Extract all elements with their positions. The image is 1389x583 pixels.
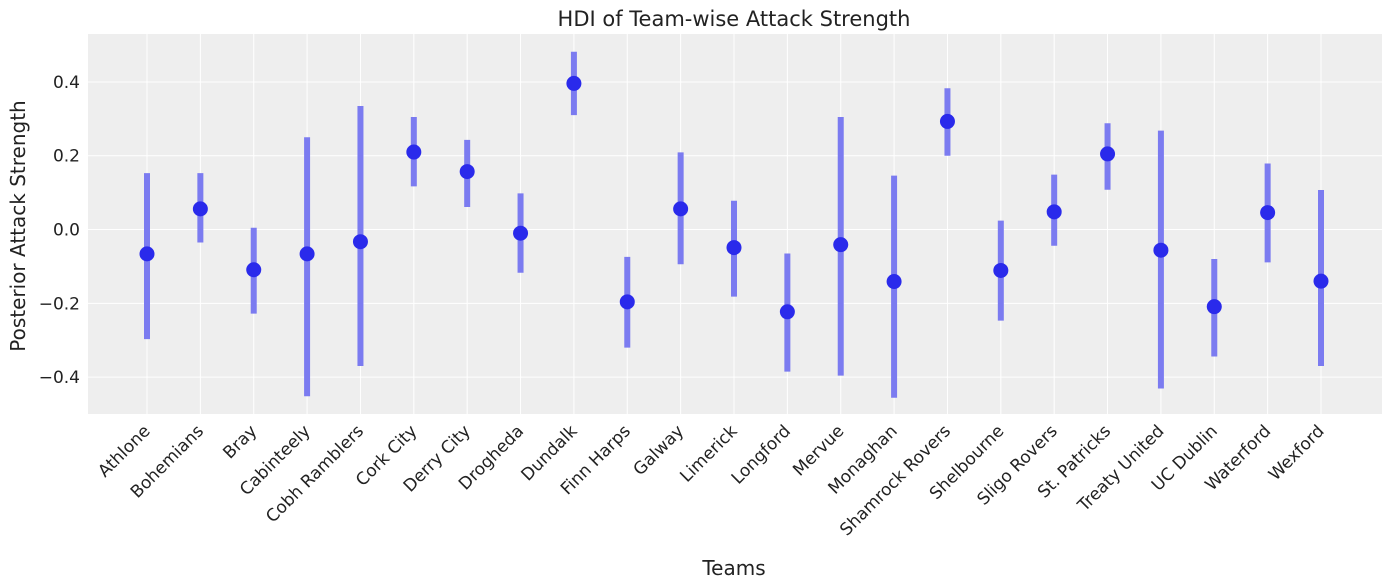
mean-point [192,201,208,217]
mean-point [459,164,475,180]
mean-point [993,262,1009,278]
mean-point [619,294,635,310]
mean-points [139,75,1329,320]
mean-point [1153,242,1169,258]
mean-point [352,234,368,250]
mean-point [1260,205,1276,221]
y-tick-label: −0.2 [39,294,80,314]
y-tick-labels: −0.4 −0.2 0.0 0.2 0.4 [39,73,80,388]
x-tick-label: Wexford [1265,421,1329,485]
mean-point [673,201,689,217]
mean-point [1100,146,1116,162]
mean-point [139,246,155,262]
mean-point [246,262,262,278]
y-tick-label: −0.4 [39,368,80,388]
mean-point [726,240,742,256]
mean-point [939,113,955,129]
mean-point [1313,273,1329,289]
mean-point [299,246,315,262]
x-tick-label: Longford [728,421,795,488]
chart-title: HDI of Team-wise Attack Strength [558,7,911,31]
mean-point [833,237,849,253]
y-tick-label: 0.4 [53,73,80,93]
y-tick-label: 0.0 [53,221,80,241]
x-tick-label: Cobh Ramblers [262,421,368,527]
x-axis-title: Teams [701,556,765,580]
x-tick-label: Bray [219,421,261,463]
mean-point [566,75,582,91]
mean-point [779,304,795,320]
mean-point [1206,299,1222,315]
y-axis-title: Posterior Attack Strength [6,100,30,351]
mean-point [886,274,902,290]
y-tick-label: 0.2 [53,147,80,167]
mean-point [406,144,422,160]
mean-point [1046,204,1062,220]
mean-point [513,225,529,241]
